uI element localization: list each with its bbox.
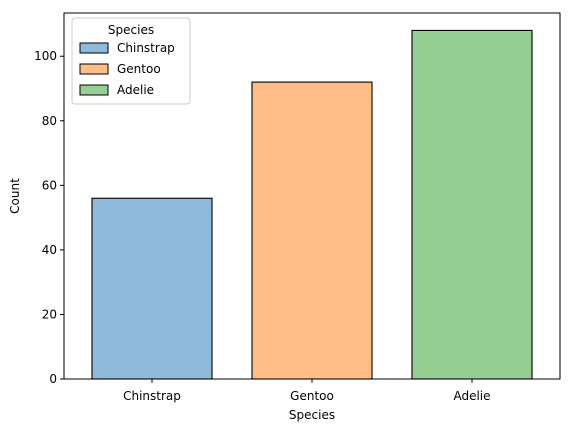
bar-chinstrap <box>91 197 213 380</box>
x-axis-label: Species <box>289 408 335 422</box>
legend-swatch-chinstrap <box>79 42 109 54</box>
y-axis-label: Count <box>8 178 22 214</box>
y-tick-label-20: 20 <box>42 307 57 321</box>
y-tick-label-0: 0 <box>49 372 57 386</box>
y-tick-label-100: 100 <box>34 49 57 63</box>
legend-label-adelie: Adelie <box>117 83 154 97</box>
legend: Species Chinstrap Gentoo Adelie <box>71 17 191 105</box>
bar-gentoo <box>251 81 373 380</box>
legend-swatch-gentoo <box>79 63 109 75</box>
x-tick-label-chinstrap: Chinstrap <box>123 389 181 403</box>
legend-label-gentoo: Gentoo <box>117 62 161 76</box>
legend-box <box>71 17 191 105</box>
legend-label-chinstrap: Chinstrap <box>117 41 175 55</box>
axes-layer: Chinstrap Gentoo Adelie 0 20 40 60 80 100 <box>34 12 561 403</box>
bars-layer <box>91 29 533 380</box>
y-tick-label-60: 60 <box>42 178 57 192</box>
plot-frame <box>63 12 561 380</box>
y-tick-label-80: 80 <box>42 114 57 128</box>
y-tick-label-40: 40 <box>42 243 57 257</box>
bar-adelie <box>411 29 533 380</box>
legend-title: Species <box>108 23 154 37</box>
legend-swatch-adelie <box>79 84 109 96</box>
x-tick-label-adelie: Adelie <box>453 389 490 403</box>
x-tick-label-gentoo: Gentoo <box>290 389 334 403</box>
